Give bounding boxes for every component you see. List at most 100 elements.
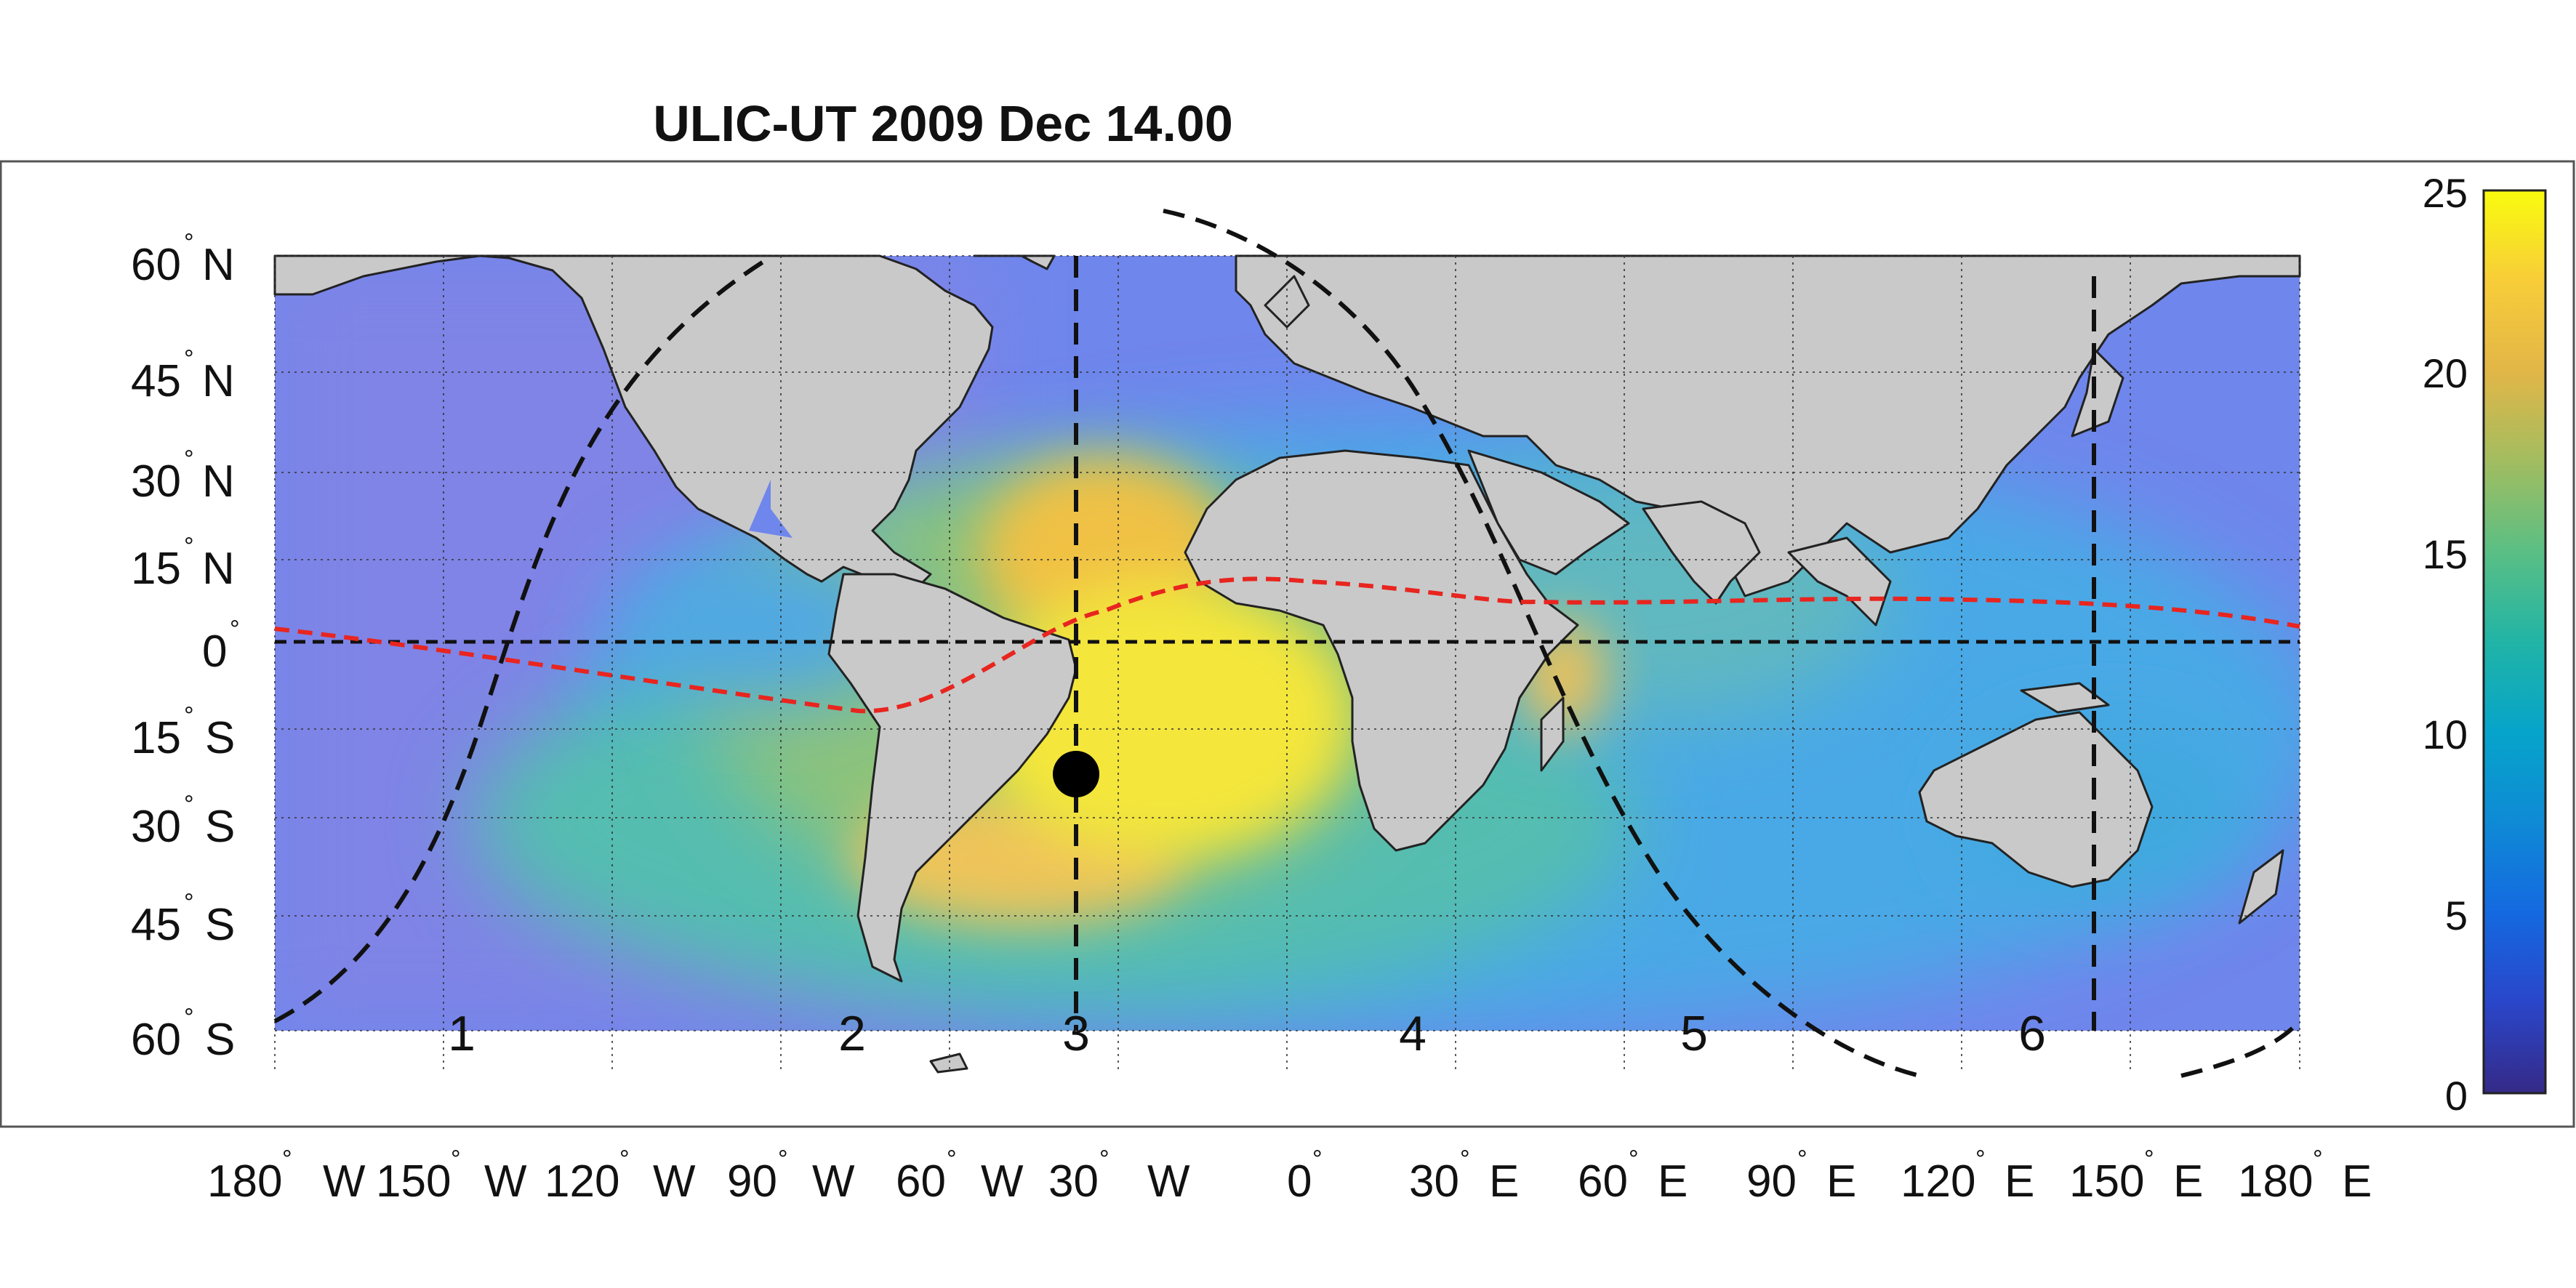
svg-text:150: 150 [376,1156,451,1207]
lon-tick: 30 ° W [1048,1146,1190,1207]
lon-tick: 150 ° W [376,1146,527,1207]
svg-text:°: ° [778,1146,788,1173]
region-label: 5 [1680,1006,1708,1061]
svg-text:°: ° [282,1146,292,1173]
svg-text:W: W [653,1156,696,1207]
land-eurasia [1235,254,2301,597]
land [273,254,2301,1074]
dip-equator-curve [274,576,2300,714]
svg-text:W: W [1147,1156,1190,1207]
svg-text:W: W [981,1156,1024,1207]
svg-text:90: 90 [1746,1156,1797,1207]
lon-tick: 180 ° W [207,1146,366,1207]
colorbar-tick: 10 [2423,712,2468,757]
svg-text:N: N [202,356,235,406]
colorbar-tick: 15 [2423,531,2468,577]
land-north-america [273,254,994,590]
lat-tick: 45 ° S [131,889,235,950]
lon-axis: 180 ° W 150 ° W 120 ° W 90 ° W 60 ° W 30 ° W 0 ° 30 ° E… [207,1146,2372,1207]
region-label: 6 [2018,1006,2046,1061]
svg-text:60: 60 [896,1156,946,1207]
colorbar-tick: 5 [2445,893,2468,938]
svg-text:°: ° [184,889,194,917]
svg-text:180: 180 [2238,1156,2313,1207]
lat-tick: 60 ° S [131,1004,235,1065]
svg-text:W: W [323,1156,366,1207]
svg-text:15: 15 [131,713,181,763]
lon-tick: 90 ° E [1746,1146,1856,1207]
svg-text:30: 30 [131,802,181,852]
svg-text:180: 180 [207,1156,282,1207]
svg-text:°: ° [184,791,194,818]
colorbar-gradient [2482,189,2547,1095]
figure-frame [0,160,2575,1128]
svg-text:N: N [202,544,235,594]
svg-text:°: ° [230,616,240,643]
svg-text:°: ° [1797,1146,1807,1173]
svg-text:°: ° [184,446,194,473]
svg-text:°: ° [184,1004,194,1031]
svg-text:120: 120 [1901,1156,1975,1207]
svg-text:60: 60 [131,1015,181,1065]
svg-text:°: ° [451,1146,461,1173]
svg-text:30: 30 [131,456,181,507]
svg-text:45: 45 [131,356,181,406]
lon-tick: 120 ° E [1901,1146,2034,1207]
svg-text:E: E [2342,1156,2372,1207]
svg-text:N: N [202,456,235,507]
svg-text:°: ° [947,1146,957,1173]
svg-text:S: S [205,900,235,950]
svg-text:W: W [812,1156,855,1207]
svg-text:E: E [1658,1156,1688,1207]
lon-tick: 30 ° E [1409,1146,1519,1207]
svg-text:E: E [2005,1156,2034,1207]
sector-lines [1074,256,2096,1031]
svg-text:120: 120 [545,1156,619,1207]
lat-tick: 15 ° N [131,533,235,594]
svg-text:S: S [205,1015,235,1065]
observer-marker [1053,751,1099,797]
region-label: 1 [448,1006,476,1061]
colorbar-tick: 0 [2445,1073,2468,1119]
svg-text:150: 150 [2069,1156,2144,1207]
svg-text:45: 45 [131,900,181,950]
svg-text:S: S [205,802,235,852]
svg-text:0: 0 [1287,1156,1312,1207]
svg-text:°: ° [184,702,194,730]
svg-text:E: E [2173,1156,2203,1207]
svg-text:°: ° [184,345,194,373]
svg-text:15: 15 [131,544,181,594]
svg-text:°: ° [1629,1146,1639,1173]
region-label: 3 [1062,1006,1090,1061]
svg-text:°: ° [1099,1146,1110,1173]
lat-tick: 60 ° N [131,229,235,290]
lon-tick: 150 ° E [2069,1146,2203,1207]
svg-text:90: 90 [727,1156,777,1207]
lon-tick: 60 ° E [1578,1146,1688,1207]
svg-text:E: E [1489,1156,1519,1207]
lat-tick: 30 ° S [131,791,235,852]
svg-text:W: W [484,1156,527,1207]
svg-text:°: ° [1312,1146,1323,1173]
lon-tick: 120 ° W [545,1146,696,1207]
figure-title: ULIC-UT 2009 Dec 14.00 [653,95,1233,152]
svg-text:60: 60 [131,240,181,290]
lat-tick: 0 ° [202,616,240,677]
colorbar: 25 20 15 10 5 0 [2423,170,2547,1119]
svg-text:°: ° [184,533,194,560]
lat-tick: 45 ° N [131,345,235,406]
region-label: 2 [838,1006,866,1061]
svg-text:30: 30 [1048,1156,1099,1207]
region-labels: 1 2 3 4 5 6 [448,1006,2046,1061]
svg-text:°: ° [184,229,194,257]
lon-tick: 60 ° W [896,1146,1024,1207]
svg-text:60: 60 [1578,1156,1628,1207]
land-south-america [827,573,1078,983]
svg-text:N: N [202,240,235,290]
svg-text:°: ° [1460,1146,1470,1173]
land-africa [1184,449,1579,852]
svg-text:0: 0 [202,627,227,677]
lon-tick: 0 ° [1287,1146,1323,1207]
colorbar-tick: 20 [2423,350,2468,396]
